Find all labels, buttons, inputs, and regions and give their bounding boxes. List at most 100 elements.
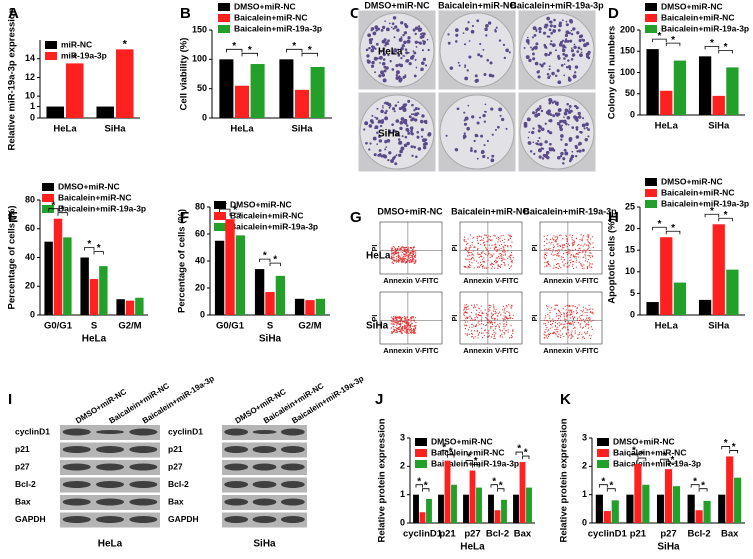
colony	[421, 61, 425, 66]
event	[490, 336, 493, 338]
event	[400, 247, 402, 249]
blot-band	[280, 463, 305, 471]
bar	[488, 494, 494, 523]
event	[395, 330, 398, 332]
event	[399, 322, 401, 324]
event	[488, 334, 490, 337]
blot-band	[62, 446, 91, 453]
event	[410, 254, 412, 257]
colony	[383, 154, 388, 159]
event	[550, 320, 552, 322]
event	[481, 311, 483, 313]
colony	[378, 55, 383, 60]
colony	[371, 60, 375, 65]
y-tick-label: 1	[30, 101, 35, 111]
colony	[422, 57, 427, 61]
colony	[549, 99, 553, 103]
colony	[487, 157, 489, 159]
colony	[474, 79, 479, 83]
event	[500, 243, 503, 246]
event	[490, 315, 493, 318]
event	[591, 328, 593, 330]
event	[585, 324, 587, 326]
bar	[225, 219, 235, 315]
event	[482, 239, 484, 241]
blot-band	[62, 516, 91, 523]
event	[589, 256, 591, 259]
colony	[412, 145, 414, 148]
significance-bracket	[415, 484, 423, 488]
event	[491, 326, 493, 328]
colony	[535, 142, 538, 145]
colony	[384, 44, 387, 47]
event	[482, 260, 484, 262]
colony	[565, 23, 569, 27]
blot-row-label: p27	[15, 461, 30, 471]
event	[573, 242, 575, 244]
bar	[718, 494, 726, 523]
event	[550, 253, 552, 255]
event	[583, 264, 585, 266]
event	[470, 246, 472, 248]
plate-dish	[439, 94, 515, 170]
event	[402, 329, 404, 331]
event	[555, 334, 557, 336]
event	[588, 241, 590, 244]
event	[558, 249, 560, 251]
colony	[577, 111, 581, 116]
event	[405, 253, 407, 255]
event	[569, 304, 571, 306]
event	[503, 311, 505, 313]
colony	[566, 39, 570, 43]
event	[549, 265, 551, 267]
event	[463, 315, 465, 317]
event	[473, 254, 475, 256]
event	[576, 252, 578, 255]
colony	[456, 107, 460, 111]
significance: *	[657, 31, 661, 42]
event	[570, 337, 572, 340]
significance: *	[601, 476, 605, 487]
event	[483, 257, 485, 259]
colony	[538, 142, 542, 146]
event	[491, 266, 494, 268]
event	[491, 244, 493, 246]
event	[570, 322, 572, 324]
panel-label: B	[180, 5, 191, 22]
event	[578, 256, 580, 258]
event	[504, 312, 506, 314]
event	[397, 247, 399, 250]
significance: *	[233, 205, 237, 216]
event	[466, 258, 468, 261]
row-label: SiHa	[378, 129, 401, 140]
event	[485, 253, 487, 256]
event	[572, 245, 574, 247]
legend-label: DMSO+miR-NC	[234, 1, 296, 11]
event	[467, 329, 470, 331]
event	[393, 246, 395, 248]
event	[497, 265, 499, 267]
event	[510, 307, 512, 309]
blot-row-label: cyclinD1	[15, 426, 50, 436]
event	[494, 310, 497, 312]
event	[566, 316, 568, 318]
event	[480, 236, 483, 238]
event	[565, 242, 568, 245]
event	[477, 252, 479, 254]
event	[494, 318, 496, 320]
event	[407, 328, 409, 330]
event	[579, 249, 582, 251]
event	[405, 319, 407, 322]
event	[500, 314, 502, 316]
colony	[476, 19, 480, 23]
y-tick-label: 80	[195, 201, 205, 211]
bar	[46, 106, 65, 118]
event	[574, 305, 576, 308]
event	[572, 244, 574, 246]
colony	[574, 118, 577, 121]
colony	[416, 135, 420, 139]
bar	[214, 240, 225, 315]
event	[489, 247, 491, 249]
event	[393, 315, 395, 318]
colony	[419, 119, 424, 124]
